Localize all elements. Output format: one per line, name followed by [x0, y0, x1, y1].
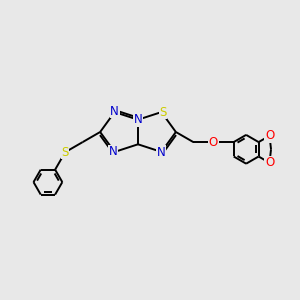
Text: N: N [157, 146, 166, 159]
Text: N: N [109, 146, 118, 158]
Text: O: O [265, 129, 274, 142]
Text: S: S [61, 146, 69, 159]
Text: O: O [265, 156, 274, 169]
Text: O: O [209, 136, 218, 148]
Text: N: N [110, 105, 119, 118]
Text: S: S [159, 106, 167, 118]
Text: N: N [134, 113, 142, 126]
